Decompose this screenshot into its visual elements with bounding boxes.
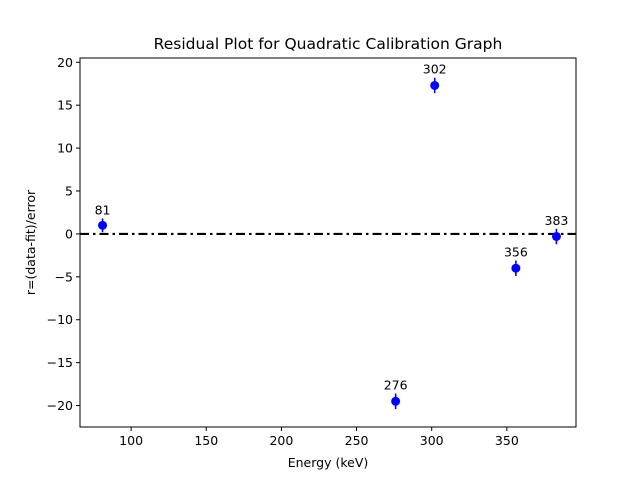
y-tick-label: −20 [47,398,73,413]
x-axis-label: Energy (keV) [288,455,369,470]
data-point [511,263,521,273]
data-point [391,396,401,406]
x-axis: 100 150 200 250 300 350 [119,427,519,448]
x-tick-label: 250 [345,433,369,448]
y-tick-label: −15 [47,355,73,370]
y-tick-label: 5 [65,184,73,199]
y-tick-label: −5 [55,269,73,284]
y-tick-label: −10 [47,312,73,327]
plot-frame [79,57,577,428]
y-tick-label: 0 [65,226,73,241]
point-label: 302 [423,62,447,77]
x-tick-label: 100 [119,433,143,448]
x-tick-label: 300 [420,433,444,448]
y-tick-label: 15 [57,98,73,113]
point-label: 276 [384,378,408,393]
point-label: 383 [545,213,569,228]
x-tick-label: 200 [269,433,293,448]
x-tick-label: 350 [495,433,519,448]
y-axis: 20 15 10 5 0 −5 −10 −15 −20 [47,55,80,413]
y-axis-label: r=(data-fit)/error [23,189,38,295]
data-point [98,220,108,230]
data-point [551,231,561,241]
y-tick-label: 20 [57,55,73,70]
chart-title: Residual Plot for Quadratic Calibration … [154,35,503,53]
point-label: 81 [95,202,111,217]
y-tick-label: 10 [57,141,73,156]
point-label: 356 [504,245,528,260]
x-tick-label: 150 [194,433,218,448]
plot-layer: 81 276 302 356 383 [80,62,576,409]
data-point [430,80,440,90]
